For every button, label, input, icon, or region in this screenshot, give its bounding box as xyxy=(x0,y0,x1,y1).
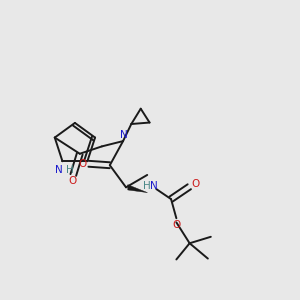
Text: N: N xyxy=(120,130,128,140)
Text: H: H xyxy=(143,181,151,191)
Text: N: N xyxy=(149,181,157,191)
Text: O: O xyxy=(69,176,77,186)
Text: N: N xyxy=(55,165,63,175)
Polygon shape xyxy=(128,185,148,193)
Text: O: O xyxy=(192,179,200,189)
Text: H: H xyxy=(66,165,74,175)
Text: O: O xyxy=(173,220,181,230)
Text: O: O xyxy=(78,159,86,169)
